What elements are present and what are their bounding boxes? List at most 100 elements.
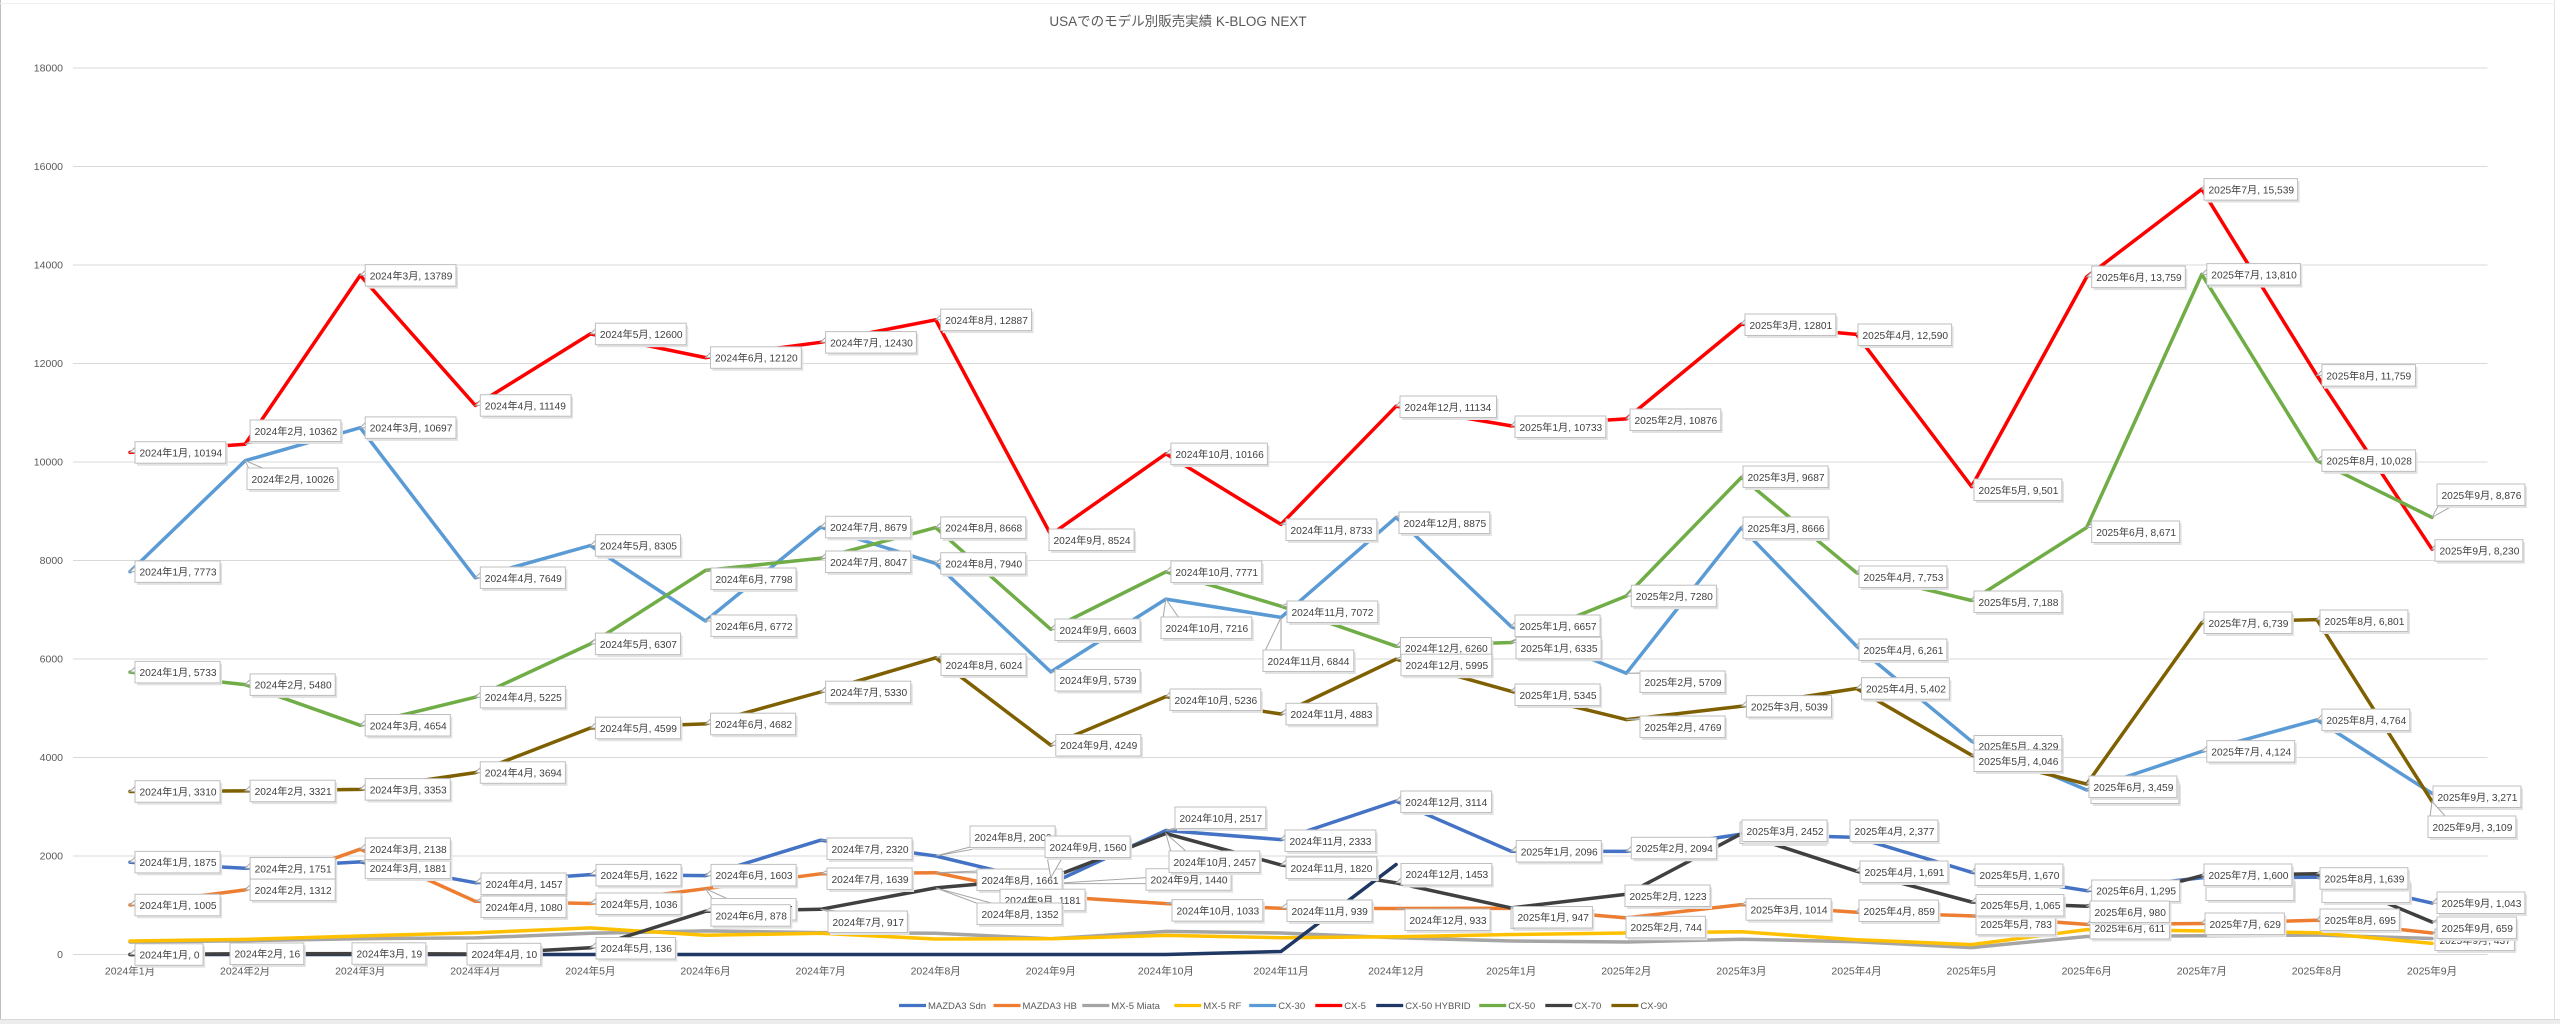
svg-text:2024年12月, 933: 2024年12月, 933 bbox=[1410, 914, 1487, 927]
svg-text:2024年10月, 2517: 2024年10月, 2517 bbox=[1180, 812, 1263, 825]
svg-text:2025年5月, 1,065: 2025年5月, 1,065 bbox=[1981, 899, 2061, 912]
svg-text:8000: 8000 bbox=[40, 555, 64, 567]
svg-text:CX-70: CX-70 bbox=[1574, 1001, 1601, 1012]
svg-text:2025年6月, 8,671: 2025年6月, 8,671 bbox=[2096, 526, 2176, 539]
svg-text:2024年2月, 16: 2024年2月, 16 bbox=[235, 948, 301, 961]
svg-text:2025年5月, 1,670: 2025年5月, 1,670 bbox=[1980, 869, 2060, 882]
svg-text:USAでのモデル別販売実績 K-BLOG NEXT: USAでのモデル別販売実績 K-BLOG NEXT bbox=[1049, 13, 1306, 29]
svg-text:2025年4月, 859: 2025年4月, 859 bbox=[1864, 905, 1936, 918]
svg-text:2024年10月: 2024年10月 bbox=[1138, 965, 1194, 978]
svg-text:2025年3月: 2025年3月 bbox=[1716, 965, 1766, 978]
svg-text:2024年4月, 11149: 2024年4月, 11149 bbox=[485, 399, 567, 412]
svg-text:2024年8月, 6024: 2024年8月, 6024 bbox=[946, 659, 1023, 672]
svg-text:2025年5月, 7,188: 2025年5月, 7,188 bbox=[1979, 596, 2059, 609]
svg-text:2025年6月, 3,459: 2025年6月, 3,459 bbox=[2094, 781, 2174, 794]
svg-text:2025年8月, 4,764: 2025年8月, 4,764 bbox=[2326, 714, 2406, 727]
svg-text:2024年4月, 10: 2024年4月, 10 bbox=[472, 948, 538, 961]
svg-text:2024年11月, 7072: 2024年11月, 7072 bbox=[1292, 606, 1374, 619]
svg-text:2024年6月, 878: 2024年6月, 878 bbox=[716, 910, 788, 923]
svg-text:MX-5 Miata: MX-5 Miata bbox=[1111, 1001, 1160, 1012]
svg-text:2024年4月, 1080: 2024年4月, 1080 bbox=[486, 901, 563, 914]
svg-text:2024年6月, 7798: 2024年6月, 7798 bbox=[716, 573, 793, 586]
svg-text:CX-50: CX-50 bbox=[1508, 1001, 1535, 1012]
svg-text:2024年10月, 7216: 2024年10月, 7216 bbox=[1166, 622, 1249, 635]
svg-text:2025年2月, 744: 2025年2月, 744 bbox=[1631, 921, 1703, 934]
svg-text:2025年6月, 1,295: 2025年6月, 1,295 bbox=[2096, 885, 2176, 898]
svg-text:2025年9月: 2025年9月 bbox=[2407, 965, 2457, 978]
svg-text:2025年3月, 12801: 2025年3月, 12801 bbox=[1750, 319, 1833, 332]
svg-text:2024年9月, 8524: 2024年9月, 8524 bbox=[1054, 534, 1131, 547]
svg-text:2025年3月, 2452: 2025年3月, 2452 bbox=[1747, 825, 1824, 838]
svg-text:2024年5月, 1622: 2024年5月, 1622 bbox=[601, 869, 678, 882]
svg-text:2024年3月, 19: 2024年3月, 19 bbox=[357, 948, 423, 961]
svg-text:2025年6月: 2025年6月 bbox=[2062, 965, 2112, 978]
svg-text:2024年2月, 10362: 2024年2月, 10362 bbox=[255, 425, 338, 438]
svg-text:18000: 18000 bbox=[34, 63, 63, 75]
svg-text:2024年12月, 5995: 2024年12月, 5995 bbox=[1406, 659, 1489, 672]
svg-text:2024年8月, 8668: 2024年8月, 8668 bbox=[945, 522, 1022, 535]
svg-text:2024年5月, 6307: 2024年5月, 6307 bbox=[600, 638, 677, 651]
svg-text:2025年3月, 1014: 2025年3月, 1014 bbox=[1751, 904, 1828, 917]
svg-text:2024年6月, 1603: 2024年6月, 1603 bbox=[716, 869, 793, 882]
svg-text:2025年2月, 1223: 2025年2月, 1223 bbox=[1630, 890, 1707, 903]
svg-text:2024年9月, 4249: 2024年9月, 4249 bbox=[1060, 739, 1137, 752]
svg-text:2024年5月, 136: 2024年5月, 136 bbox=[601, 942, 673, 955]
svg-text:2024年5月, 4599: 2024年5月, 4599 bbox=[600, 722, 677, 735]
svg-text:2025年2月, 10876: 2025年2月, 10876 bbox=[1635, 414, 1718, 427]
svg-text:4000: 4000 bbox=[40, 752, 64, 764]
svg-text:2024年3月, 3353: 2024年3月, 3353 bbox=[370, 783, 447, 796]
svg-text:2025年9月, 8,876: 2025年9月, 8,876 bbox=[2442, 489, 2522, 502]
svg-text:MAZDA3 Sdn: MAZDA3 Sdn bbox=[928, 1001, 986, 1012]
svg-text:0: 0 bbox=[57, 949, 63, 961]
svg-text:2025年9月, 3,271: 2025年9月, 3,271 bbox=[2438, 791, 2518, 804]
svg-text:2025年1月, 6657: 2025年1月, 6657 bbox=[1520, 620, 1597, 633]
svg-text:2025年3月, 9687: 2025年3月, 9687 bbox=[1748, 471, 1825, 484]
svg-text:2024年4月: 2024年4月 bbox=[450, 965, 500, 978]
svg-text:2024年2月, 10026: 2024年2月, 10026 bbox=[252, 473, 335, 486]
svg-text:2024年2月, 5480: 2024年2月, 5480 bbox=[255, 679, 332, 692]
svg-text:2025年4月, 5,402: 2025年4月, 5,402 bbox=[1866, 683, 1946, 696]
svg-text:2024年1月, 0: 2024年1月, 0 bbox=[140, 949, 200, 962]
svg-text:2024年12月, 8875: 2024年12月, 8875 bbox=[1404, 517, 1487, 530]
svg-text:2024年10月, 1033: 2024年10月, 1033 bbox=[1177, 904, 1260, 917]
svg-text:2025年1月, 5345: 2025年1月, 5345 bbox=[1520, 689, 1597, 702]
svg-text:2024年5月, 8305: 2024年5月, 8305 bbox=[600, 540, 677, 553]
svg-text:2025年7月, 4,124: 2025年7月, 4,124 bbox=[2211, 745, 2291, 758]
svg-text:2024年1月, 10194: 2024年1月, 10194 bbox=[140, 446, 223, 459]
svg-text:2025年9月, 3,109: 2025年9月, 3,109 bbox=[2433, 821, 2513, 834]
svg-text:CX-5: CX-5 bbox=[1344, 1001, 1366, 1012]
svg-text:2024年5月, 12600: 2024年5月, 12600 bbox=[600, 328, 683, 341]
svg-text:2024年10月, 10166: 2024年10月, 10166 bbox=[1175, 448, 1264, 461]
svg-text:16000: 16000 bbox=[34, 161, 63, 173]
svg-text:2024年4月, 7649: 2024年4月, 7649 bbox=[485, 572, 562, 585]
svg-text:2024年10月, 7771: 2024年10月, 7771 bbox=[1175, 566, 1258, 579]
svg-text:2024年1月, 7773: 2024年1月, 7773 bbox=[140, 566, 217, 579]
svg-text:2024年6月, 12120: 2024年6月, 12120 bbox=[715, 352, 798, 365]
svg-text:2024年7月, 1639: 2024年7月, 1639 bbox=[832, 873, 909, 886]
svg-text:2025年3月, 5039: 2025年3月, 5039 bbox=[1751, 700, 1828, 713]
svg-text:10000: 10000 bbox=[34, 457, 63, 469]
svg-text:6000: 6000 bbox=[40, 654, 64, 666]
svg-text:2025年3月, 8666: 2025年3月, 8666 bbox=[1748, 522, 1825, 535]
svg-text:2024年9月, 5739: 2024年9月, 5739 bbox=[1060, 674, 1137, 687]
svg-text:2024年3月: 2024年3月 bbox=[335, 965, 385, 978]
svg-text:2025年5月: 2025年5月 bbox=[1946, 965, 1996, 978]
svg-text:MX-5 RF: MX-5 RF bbox=[1203, 1001, 1241, 1012]
svg-text:2024年5月: 2024年5月 bbox=[565, 965, 615, 978]
svg-text:2024年3月, 2138: 2024年3月, 2138 bbox=[370, 843, 447, 856]
svg-text:2000: 2000 bbox=[40, 851, 64, 863]
svg-text:2024年10月, 5236: 2024年10月, 5236 bbox=[1175, 694, 1258, 707]
svg-text:2025年6月, 980: 2025年6月, 980 bbox=[2095, 906, 2167, 919]
svg-text:2025年4月, 6,261: 2025年4月, 6,261 bbox=[1864, 644, 1944, 657]
svg-text:2025年8月, 11,759: 2025年8月, 11,759 bbox=[2326, 369, 2411, 382]
svg-text:2024年7月, 917: 2024年7月, 917 bbox=[833, 916, 905, 929]
svg-text:2025年4月, 12,590: 2025年4月, 12,590 bbox=[1863, 329, 1949, 342]
svg-text:2024年6月, 4682: 2024年6月, 4682 bbox=[715, 718, 792, 731]
svg-text:2024年1月, 1005: 2024年1月, 1005 bbox=[140, 899, 217, 912]
svg-text:2024年7月, 8047: 2024年7月, 8047 bbox=[830, 556, 907, 569]
svg-text:MAZDA3 HB: MAZDA3 HB bbox=[1023, 1001, 1077, 1012]
svg-text:2025年1月, 10733: 2025年1月, 10733 bbox=[1520, 421, 1603, 434]
svg-text:2024年11月, 8733: 2024年11月, 8733 bbox=[1291, 524, 1373, 537]
svg-text:2024年3月, 1881: 2024年3月, 1881 bbox=[370, 862, 447, 875]
svg-text:2025年7月, 13,810: 2025年7月, 13,810 bbox=[2211, 268, 2297, 281]
